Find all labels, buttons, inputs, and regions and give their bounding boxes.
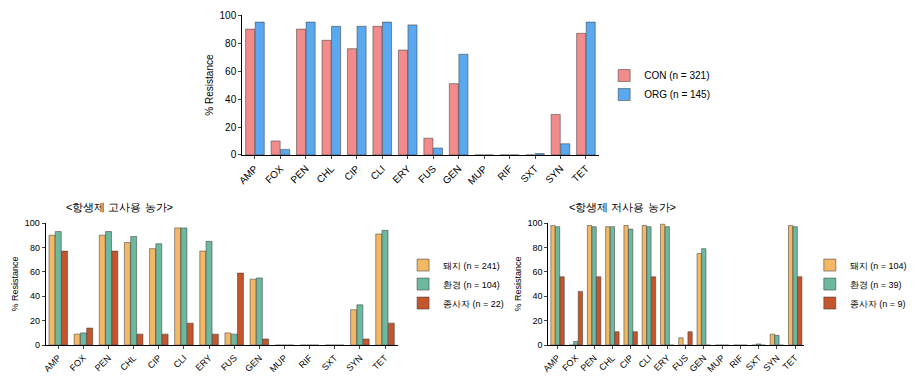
- svg-text:% Resistance: % Resistance: [513, 257, 523, 312]
- svg-text:GEN: GEN: [688, 353, 709, 374]
- svg-text:TET: TET: [781, 353, 800, 372]
- svg-text:FOX: FOX: [68, 353, 88, 373]
- svg-text:% Resistance: % Resistance: [10, 257, 20, 312]
- svg-text:40: 40: [30, 291, 40, 301]
- svg-text:FUS: FUS: [416, 163, 438, 185]
- svg-text:RIF: RIF: [728, 353, 746, 371]
- svg-text:100: 100: [25, 218, 40, 228]
- svg-text:AMP: AMP: [42, 353, 63, 374]
- svg-text:GEN: GEN: [440, 163, 463, 186]
- svg-text:80: 80: [225, 38, 237, 49]
- svg-text:MUP: MUP: [705, 353, 726, 374]
- svg-text:돼지 (n = 241): 돼지 (n = 241): [443, 261, 500, 271]
- svg-text:20: 20: [30, 316, 40, 326]
- svg-text:40: 40: [225, 94, 237, 105]
- svg-text:60: 60: [533, 267, 543, 277]
- svg-text:60: 60: [225, 66, 237, 77]
- svg-text:SXT: SXT: [744, 353, 764, 373]
- svg-text:CLI: CLI: [172, 353, 189, 370]
- svg-text:CLI: CLI: [368, 163, 387, 182]
- svg-text:MUP: MUP: [466, 163, 490, 187]
- svg-text:SXT: SXT: [518, 163, 540, 185]
- svg-text:SYN: SYN: [344, 353, 364, 373]
- svg-text:TET: TET: [570, 163, 591, 184]
- svg-text:FUS: FUS: [219, 353, 239, 373]
- svg-text:RIF: RIF: [495, 163, 514, 182]
- svg-text:CHL: CHL: [314, 163, 336, 185]
- svg-text:0: 0: [231, 149, 237, 160]
- svg-text:<항생제 저사용 농가>: <항생제 저사용 농가>: [569, 201, 676, 213]
- svg-text:AMP: AMP: [541, 353, 562, 374]
- svg-text:100: 100: [220, 10, 237, 21]
- svg-text:환경 (n = 39): 환경 (n = 39): [850, 280, 902, 290]
- svg-text:FOX: FOX: [560, 353, 580, 373]
- svg-text:0: 0: [35, 340, 40, 350]
- svg-text:환경 (n = 104): 환경 (n = 104): [443, 280, 500, 290]
- svg-text:CIP: CIP: [618, 353, 636, 371]
- svg-text:SYN: SYN: [543, 163, 565, 185]
- svg-text:CHL: CHL: [118, 353, 138, 373]
- svg-text:ORG (n = 145): ORG (n = 145): [644, 89, 710, 100]
- svg-text:20: 20: [533, 316, 543, 326]
- svg-text:TET: TET: [371, 353, 390, 372]
- svg-text:GEN: GEN: [243, 353, 264, 374]
- svg-text:종사자 (n = 9): 종사자 (n = 9): [850, 299, 906, 309]
- svg-text:FOX: FOX: [263, 163, 286, 186]
- svg-text:CIP: CIP: [146, 353, 164, 371]
- svg-text:PEN: PEN: [288, 163, 310, 185]
- svg-text:60: 60: [30, 267, 40, 277]
- svg-text:RIF: RIF: [297, 353, 315, 371]
- svg-text:돼지 (n = 104): 돼지 (n = 104): [850, 261, 907, 271]
- svg-text:SYN: SYN: [761, 353, 781, 373]
- svg-text:100: 100: [528, 218, 543, 228]
- svg-text:SXT: SXT: [320, 353, 340, 373]
- svg-text:CLI: CLI: [637, 353, 654, 370]
- svg-text:AMP: AMP: [237, 163, 260, 186]
- svg-text:CHL: CHL: [597, 353, 617, 373]
- svg-text:CIP: CIP: [342, 163, 362, 183]
- svg-text:40: 40: [533, 291, 543, 301]
- svg-text:ERY: ERY: [194, 353, 214, 373]
- svg-text:20: 20: [225, 122, 237, 133]
- svg-text:80: 80: [533, 243, 543, 253]
- svg-text:FUS: FUS: [670, 353, 690, 373]
- svg-text:ERY: ERY: [652, 353, 672, 373]
- svg-text:CON (n = 321): CON (n = 321): [644, 70, 709, 81]
- svg-text:<항생제 고사용 농가>: <항생제 고사용 농가>: [66, 201, 173, 213]
- svg-text:종사자 (n = 22): 종사자 (n = 22): [443, 299, 504, 309]
- svg-text:ERY: ERY: [390, 163, 412, 185]
- svg-text:% Resistance: % Resistance: [204, 54, 215, 116]
- svg-text:PEN: PEN: [579, 353, 599, 373]
- svg-text:0: 0: [538, 340, 543, 350]
- svg-text:PEN: PEN: [93, 353, 113, 373]
- svg-text:80: 80: [30, 243, 40, 253]
- svg-text:MUP: MUP: [268, 353, 289, 374]
